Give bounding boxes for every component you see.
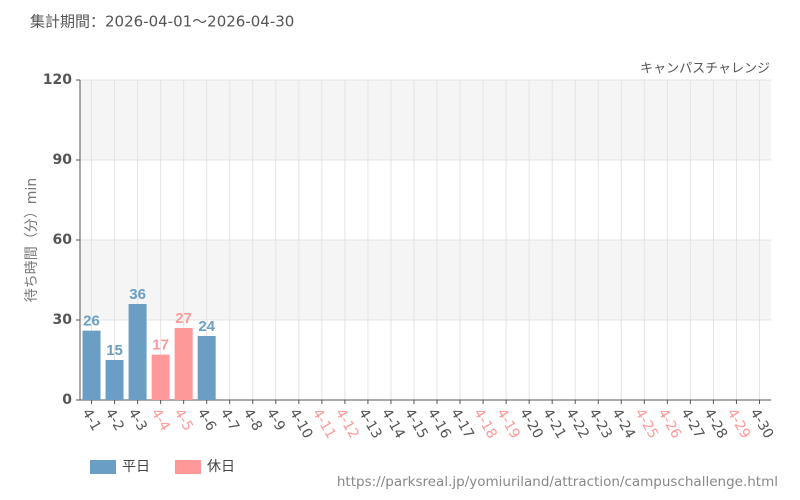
x-tick-label: 4-29 <box>724 406 754 442</box>
x-tick-label: 4-23 <box>585 406 615 442</box>
bar <box>105 360 124 400</box>
x-tick-label: 4-30 <box>747 406 777 442</box>
y-tick-label: 120 <box>43 72 72 88</box>
data-label: 26 <box>83 313 100 330</box>
y-tick-label: 30 <box>53 312 73 328</box>
x-tick-label: 4-8 <box>240 406 265 434</box>
legend-swatch <box>175 460 201 474</box>
x-tick-label: 4-22 <box>562 406 592 442</box>
x-tick-label: 4-12 <box>332 406 362 442</box>
source-url: https://parksreal.jp/yomiuriland/attract… <box>337 474 778 490</box>
x-tick-label: 4-3 <box>125 406 150 434</box>
grid-band <box>80 80 771 160</box>
legend-label: 休日 <box>207 459 235 475</box>
y-tick-label: 90 <box>53 152 73 168</box>
bar <box>197 336 216 400</box>
data-label: 15 <box>106 342 123 359</box>
x-tick-label: 4-19 <box>493 406 523 442</box>
x-tick-label: 4-18 <box>470 406 500 442</box>
x-tick-label: 4-25 <box>631 406 661 442</box>
data-label: 17 <box>152 337 169 354</box>
x-tick-label: 4-2 <box>102 406 127 434</box>
x-tick-label: 4-28 <box>700 406 730 442</box>
x-tick-label: 4-9 <box>263 406 288 434</box>
x-tick-label: 4-27 <box>677 406 707 442</box>
grid-band <box>80 240 771 320</box>
legend-label: 平日 <box>122 459 150 475</box>
x-tick-label: 4-26 <box>654 406 684 442</box>
bar <box>174 328 193 400</box>
chart-subtitle: キャンパスチャレンジ <box>640 62 770 77</box>
y-tick-label: 0 <box>62 392 72 408</box>
data-label: 27 <box>175 310 192 327</box>
bar <box>128 304 147 400</box>
data-label: 36 <box>129 286 146 303</box>
x-tick-label: 4-20 <box>516 406 546 442</box>
x-tick-label: 4-4 <box>148 406 173 434</box>
x-tick-label: 4-21 <box>539 406 569 442</box>
x-tick-label: 4-14 <box>378 406 408 442</box>
y-axis-label: 待ち時間（分）min <box>24 178 40 302</box>
data-label: 24 <box>198 318 215 335</box>
legend-swatch <box>90 460 116 474</box>
x-tick-label: 4-6 <box>194 406 219 434</box>
bar <box>151 354 170 400</box>
x-tick-label: 4-16 <box>424 406 454 442</box>
bar <box>82 330 101 400</box>
x-tick-label: 4-13 <box>355 406 385 442</box>
y-tick-label: 60 <box>53 232 73 248</box>
chart-title: 集計期間：2026-04-01～2026-04-30 <box>30 13 294 31</box>
x-tick-label: 4-1 <box>79 406 104 434</box>
x-tick-label: 4-15 <box>401 406 431 442</box>
x-tick-label: 4-11 <box>309 406 339 442</box>
x-tick-label: 4-7 <box>217 406 242 434</box>
x-tick-label: 4-24 <box>608 406 638 442</box>
x-tick-label: 4-17 <box>447 406 477 442</box>
x-tick-label: 4-5 <box>171 406 196 434</box>
x-tick-label: 4-10 <box>286 406 316 442</box>
